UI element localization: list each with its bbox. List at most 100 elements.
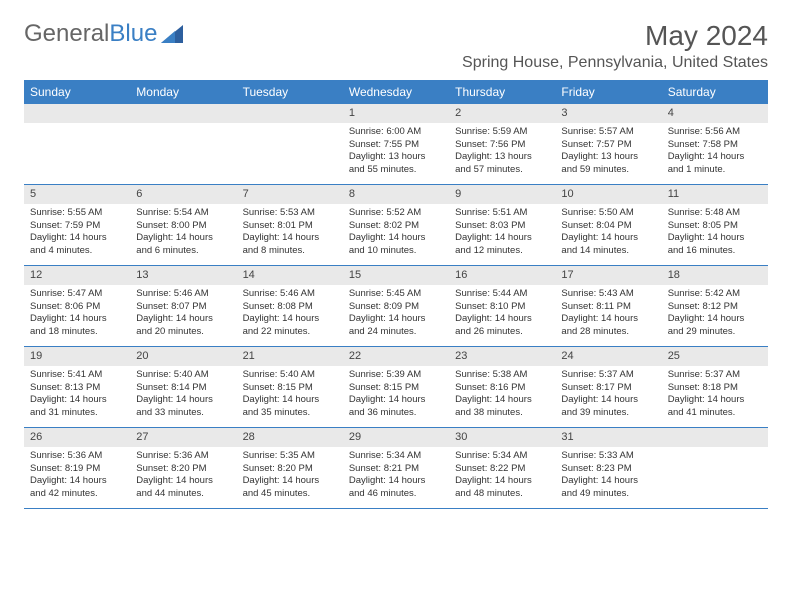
day-number: 30 <box>449 428 555 447</box>
sunrise-text: Sunrise: 5:34 AM <box>349 450 443 463</box>
calendar-cell: 7Sunrise: 5:53 AMSunset: 8:01 PMDaylight… <box>237 185 343 265</box>
cell-body: Sunrise: 5:57 AMSunset: 7:57 PMDaylight:… <box>555 123 661 183</box>
sunset-text: Sunset: 8:17 PM <box>561 382 655 395</box>
sunset-text: Sunset: 8:05 PM <box>668 220 762 233</box>
week-row: 19Sunrise: 5:41 AMSunset: 8:13 PMDayligh… <box>24 347 768 428</box>
calendar-cell: 24Sunrise: 5:37 AMSunset: 8:17 PMDayligh… <box>555 347 661 427</box>
day-number: 25 <box>662 347 768 366</box>
day-number: 20 <box>130 347 236 366</box>
sunrise-text: Sunrise: 5:52 AM <box>349 207 443 220</box>
sunset-text: Sunset: 8:23 PM <box>561 463 655 476</box>
day-header-tuesday: Tuesday <box>237 80 343 104</box>
sunset-text: Sunset: 7:58 PM <box>668 139 762 152</box>
calendar-cell: 18Sunrise: 5:42 AMSunset: 8:12 PMDayligh… <box>662 266 768 346</box>
sunrise-text: Sunrise: 5:36 AM <box>136 450 230 463</box>
day-number: 12 <box>24 266 130 285</box>
sunset-text: Sunset: 8:01 PM <box>243 220 337 233</box>
cell-body: Sunrise: 5:33 AMSunset: 8:23 PMDaylight:… <box>555 447 661 507</box>
cell-body: Sunrise: 5:36 AMSunset: 8:19 PMDaylight:… <box>24 447 130 507</box>
cell-body: Sunrise: 5:56 AMSunset: 7:58 PMDaylight:… <box>662 123 768 183</box>
calendar-cell: 14Sunrise: 5:46 AMSunset: 8:08 PMDayligh… <box>237 266 343 346</box>
daylight-text: Daylight: 14 hours and 8 minutes. <box>243 232 337 258</box>
daylight-text: Daylight: 14 hours and 46 minutes. <box>349 475 443 501</box>
calendar-cell <box>24 104 130 184</box>
calendar-cell: 11Sunrise: 5:48 AMSunset: 8:05 PMDayligh… <box>662 185 768 265</box>
sunset-text: Sunset: 8:19 PM <box>30 463 124 476</box>
sunrise-text: Sunrise: 5:38 AM <box>455 369 549 382</box>
cell-body <box>237 123 343 132</box>
cell-body: Sunrise: 5:53 AMSunset: 8:01 PMDaylight:… <box>237 204 343 264</box>
sunrise-text: Sunrise: 5:51 AM <box>455 207 549 220</box>
daylight-text: Daylight: 14 hours and 49 minutes. <box>561 475 655 501</box>
calendar-cell: 6 Sunrise: 5:54 AMSunset: 8:00 PMDaylight… <box>130 185 236 265</box>
day-number: 1 <box>343 104 449 123</box>
day-number: 27 <box>130 428 236 447</box>
cell-body: Sunrise: 5:35 AMSunset: 8:20 PMDaylight:… <box>237 447 343 507</box>
day-number: 28 <box>237 428 343 447</box>
day-header-monday: Monday <box>130 80 236 104</box>
calendar-cell: 25Sunrise: 5:37 AMSunset: 8:18 PMDayligh… <box>662 347 768 427</box>
sunrise-text: Sunrise: 5:40 AM <box>243 369 337 382</box>
daylight-text: Daylight: 14 hours and 26 minutes. <box>455 313 549 339</box>
sunset-text: Sunset: 8:22 PM <box>455 463 549 476</box>
day-number: 29 <box>343 428 449 447</box>
day-number: 19 <box>24 347 130 366</box>
cell-body: Sunrise: 5:40 AMSunset: 8:15 PMDaylight:… <box>237 366 343 426</box>
day-number: 14 <box>237 266 343 285</box>
calendar-cell: 29 Sunrise: 5:34 AMSunset: 8:21 PMDayligh… <box>343 428 449 508</box>
sunset-text: Sunset: 8:18 PM <box>668 382 762 395</box>
calendar-cell: 2Sunrise: 5:59 AMSunset: 7:56 PMDaylight… <box>449 104 555 184</box>
day-number: 6 <box>130 185 236 204</box>
day-number <box>237 104 343 123</box>
cell-body: Sunrise: 5:44 AMSunset: 8:10 PMDaylight:… <box>449 285 555 345</box>
sunrise-text: Sunrise: 5:54 AM <box>136 207 230 220</box>
week-row: 1Sunrise: 6:00 AMSunset: 7:55 PMDaylight… <box>24 104 768 185</box>
cell-body: Sunrise: 5:50 AMSunset: 8:04 PMDaylight:… <box>555 204 661 264</box>
day-number: 15 <box>343 266 449 285</box>
day-number: 31 <box>555 428 661 447</box>
sunset-text: Sunset: 8:06 PM <box>30 301 124 314</box>
sunrise-text: Sunrise: 5:37 AM <box>668 369 762 382</box>
sunset-text: Sunset: 8:15 PM <box>243 382 337 395</box>
calendar-cell: 22Sunrise: 5:39 AMSunset: 8:15 PMDayligh… <box>343 347 449 427</box>
daylight-text: Daylight: 14 hours and 48 minutes. <box>455 475 549 501</box>
sunset-text: Sunset: 8:21 PM <box>349 463 443 476</box>
calendar-cell: 31Sunrise: 5:33 AMSunset: 8:23 PMDayligh… <box>555 428 661 508</box>
day-header-sunday: Sunday <box>24 80 130 104</box>
sunset-text: Sunset: 8:04 PM <box>561 220 655 233</box>
day-header-thursday: Thursday <box>449 80 555 104</box>
sunset-text: Sunset: 8:02 PM <box>349 220 443 233</box>
daylight-text: Daylight: 14 hours and 6 minutes. <box>136 232 230 258</box>
sunset-text: Sunset: 8:00 PM <box>136 220 230 233</box>
logo-text-blue: Blue <box>109 20 157 48</box>
calendar-cell: 1Sunrise: 6:00 AMSunset: 7:55 PMDaylight… <box>343 104 449 184</box>
cell-body: Sunrise: 5:36 AMSunset: 8:20 PMDaylight:… <box>130 447 236 507</box>
daylight-text: Daylight: 14 hours and 24 minutes. <box>349 313 443 339</box>
daylight-text: Daylight: 14 hours and 42 minutes. <box>30 475 124 501</box>
sunset-text: Sunset: 8:15 PM <box>349 382 443 395</box>
day-number: 21 <box>237 347 343 366</box>
sunrise-text: Sunrise: 5:37 AM <box>561 369 655 382</box>
logo: GeneralBlue <box>24 20 183 48</box>
daylight-text: Daylight: 14 hours and 29 minutes. <box>668 313 762 339</box>
sunset-text: Sunset: 8:14 PM <box>136 382 230 395</box>
daylight-text: Daylight: 14 hours and 28 minutes. <box>561 313 655 339</box>
day-number: 5 <box>24 185 130 204</box>
cell-body: Sunrise: 5:45 AMSunset: 8:09 PMDaylight:… <box>343 285 449 345</box>
sunrise-text: Sunrise: 5:56 AM <box>668 126 762 139</box>
daylight-text: Daylight: 14 hours and 16 minutes. <box>668 232 762 258</box>
logo-triangle-icon <box>161 25 183 43</box>
sunset-text: Sunset: 8:11 PM <box>561 301 655 314</box>
sunrise-text: Sunrise: 5:45 AM <box>349 288 443 301</box>
day-number: 17 <box>555 266 661 285</box>
calendar-cell: 28Sunrise: 5:35 AMSunset: 8:20 PMDayligh… <box>237 428 343 508</box>
calendar-cell: 13Sunrise: 5:46 AMSunset: 8:07 PMDayligh… <box>130 266 236 346</box>
calendar-cell: 20Sunrise: 5:40 AMSunset: 8:14 PMDayligh… <box>130 347 236 427</box>
calendar-cell: 16Sunrise: 5:44 AMSunset: 8:10 PMDayligh… <box>449 266 555 346</box>
daylight-text: Daylight: 14 hours and 31 minutes. <box>30 394 124 420</box>
week-row: 5Sunrise: 5:55 AMSunset: 7:59 PMDaylight… <box>24 185 768 266</box>
day-header-saturday: Saturday <box>662 80 768 104</box>
location: Spring House, Pennsylvania, United State… <box>462 54 768 72</box>
day-number: 24 <box>555 347 661 366</box>
weeks-container: 1Sunrise: 6:00 AMSunset: 7:55 PMDaylight… <box>24 104 768 509</box>
